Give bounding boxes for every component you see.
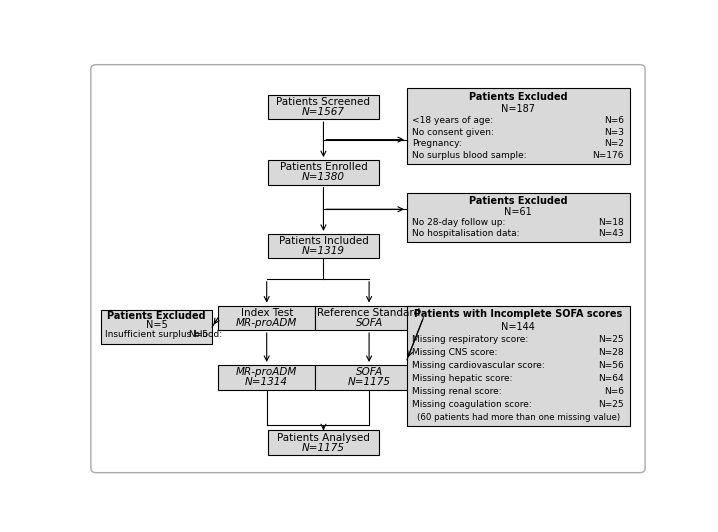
Text: <18 years of age:: <18 years of age: xyxy=(412,116,493,125)
Text: N=1319: N=1319 xyxy=(302,246,345,256)
FancyBboxPatch shape xyxy=(407,193,630,242)
Text: Missing CNS score:: Missing CNS score: xyxy=(412,348,498,358)
FancyBboxPatch shape xyxy=(314,365,424,389)
Text: N=25: N=25 xyxy=(598,401,624,410)
FancyBboxPatch shape xyxy=(218,365,315,389)
Text: Index Test: Index Test xyxy=(241,308,293,318)
FancyBboxPatch shape xyxy=(407,305,630,426)
Text: N=18: N=18 xyxy=(598,219,624,227)
Text: N=2: N=2 xyxy=(604,139,624,148)
Text: N=61: N=61 xyxy=(504,207,532,217)
Text: N=1314: N=1314 xyxy=(246,377,288,387)
Text: N=56: N=56 xyxy=(598,361,624,370)
Text: N=144: N=144 xyxy=(501,322,535,332)
Text: Patients Analysed: Patients Analysed xyxy=(277,433,370,443)
Text: Missing renal score:: Missing renal score: xyxy=(412,387,502,396)
FancyBboxPatch shape xyxy=(268,234,379,259)
Text: N=1567: N=1567 xyxy=(302,107,345,117)
Text: N=6: N=6 xyxy=(604,116,624,125)
Text: N=176: N=176 xyxy=(592,151,624,160)
Text: Insufficient surplus blood:: Insufficient surplus blood: xyxy=(106,330,223,339)
Text: Patients Enrolled: Patients Enrolled xyxy=(279,162,368,172)
FancyBboxPatch shape xyxy=(218,305,315,330)
Text: Patients Excluded: Patients Excluded xyxy=(107,311,206,321)
Text: MR-proADM: MR-proADM xyxy=(236,318,297,328)
Text: N=1380: N=1380 xyxy=(302,172,345,182)
Text: MR-proADM: MR-proADM xyxy=(236,367,297,377)
Text: N=43: N=43 xyxy=(598,229,624,238)
Text: N=5: N=5 xyxy=(187,330,208,339)
Text: Missing cardiovascular score:: Missing cardiovascular score: xyxy=(412,361,545,370)
Text: (60 patients had more than one missing value): (60 patients had more than one missing v… xyxy=(416,413,620,422)
Text: No hospitalisation data:: No hospitalisation data: xyxy=(412,229,520,238)
FancyBboxPatch shape xyxy=(268,95,379,119)
Text: N=28: N=28 xyxy=(598,348,624,358)
Text: N=1175: N=1175 xyxy=(302,443,345,453)
Text: N=187: N=187 xyxy=(501,104,535,114)
Text: N=1175: N=1175 xyxy=(348,377,391,387)
FancyBboxPatch shape xyxy=(101,310,213,344)
Text: No consent given:: No consent given: xyxy=(412,128,495,137)
Text: Patients Excluded: Patients Excluded xyxy=(469,92,567,102)
FancyBboxPatch shape xyxy=(407,88,630,164)
Text: Missing coagulation score:: Missing coagulation score: xyxy=(412,401,532,410)
FancyBboxPatch shape xyxy=(268,430,379,455)
Text: Missing hepatic score:: Missing hepatic score: xyxy=(412,375,513,384)
Text: N=64: N=64 xyxy=(598,375,624,384)
FancyBboxPatch shape xyxy=(268,160,379,185)
Text: N=25: N=25 xyxy=(598,336,624,344)
Text: Pregnancy:: Pregnancy: xyxy=(412,139,462,148)
Text: N=6: N=6 xyxy=(604,387,624,396)
Text: N=5: N=5 xyxy=(146,320,167,329)
FancyBboxPatch shape xyxy=(91,65,645,472)
Text: No 28-day follow up:: No 28-day follow up: xyxy=(412,219,506,227)
Text: Patients with Incomplete SOFA scores: Patients with Incomplete SOFA scores xyxy=(414,309,623,319)
Text: Missing respiratory score:: Missing respiratory score: xyxy=(412,336,528,344)
Text: N=3: N=3 xyxy=(604,128,624,137)
Text: SOFA: SOFA xyxy=(355,367,383,377)
Text: No surplus blood sample:: No surplus blood sample: xyxy=(412,151,527,160)
Text: Patients Excluded: Patients Excluded xyxy=(469,196,567,206)
Text: SOFA: SOFA xyxy=(355,318,383,328)
Text: Patients Screened: Patients Screened xyxy=(276,97,370,107)
Text: Patients Included: Patients Included xyxy=(279,236,368,246)
Text: Reference Standard: Reference Standard xyxy=(317,308,421,318)
FancyBboxPatch shape xyxy=(314,305,424,330)
